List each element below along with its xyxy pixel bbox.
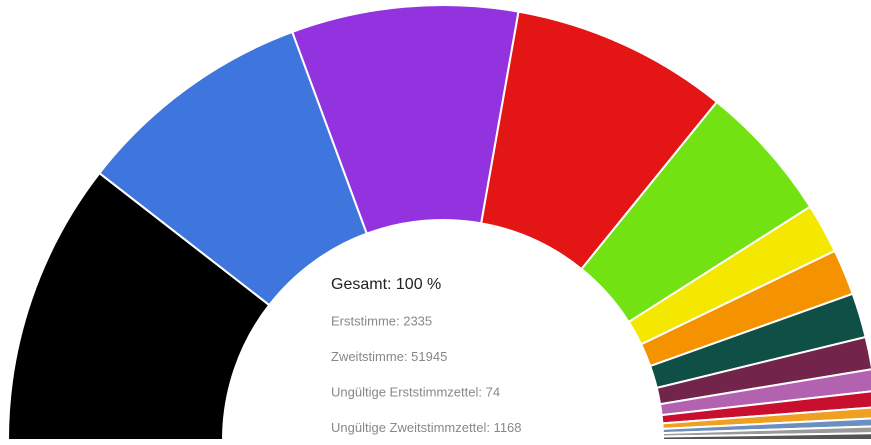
center-line: Erststimme: 2335 [331, 313, 432, 328]
segments [6, 4, 871, 441]
center-line: Zweitstimme: 51945 [331, 349, 447, 364]
segment [661, 432, 871, 441]
center-line: Ungültige Zweitstimmzettel: 1168 [331, 420, 522, 435]
center-line: Ungültige Erststimmzettel: 74 [331, 384, 500, 399]
center-title: Gesamt: 100 % [331, 276, 441, 293]
segment [6, 171, 271, 441]
